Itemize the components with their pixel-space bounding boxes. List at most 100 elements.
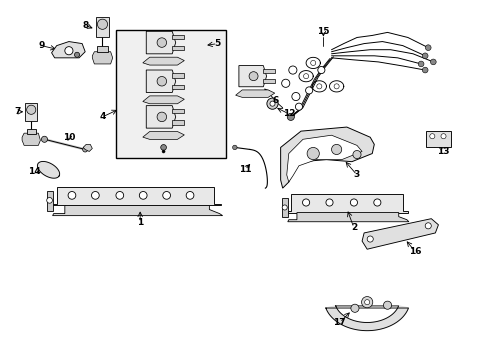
Circle shape <box>288 66 296 74</box>
Circle shape <box>82 147 87 152</box>
Polygon shape <box>172 109 184 113</box>
Circle shape <box>139 192 147 199</box>
Circle shape <box>295 103 302 110</box>
Text: 12: 12 <box>282 109 294 118</box>
Circle shape <box>163 192 170 199</box>
Circle shape <box>366 236 372 242</box>
Circle shape <box>232 145 237 150</box>
Circle shape <box>306 148 319 159</box>
Polygon shape <box>172 35 184 39</box>
Circle shape <box>162 150 165 153</box>
Text: 16: 16 <box>408 247 420 256</box>
Circle shape <box>350 304 358 312</box>
Circle shape <box>361 297 372 308</box>
Circle shape <box>91 192 99 199</box>
Polygon shape <box>146 31 175 54</box>
Polygon shape <box>281 198 287 217</box>
Circle shape <box>47 198 52 203</box>
Polygon shape <box>146 105 175 128</box>
Polygon shape <box>287 194 407 212</box>
Polygon shape <box>53 187 220 206</box>
Circle shape <box>269 101 274 106</box>
Circle shape <box>333 84 339 89</box>
Circle shape <box>364 300 369 305</box>
Circle shape <box>417 61 423 67</box>
Circle shape <box>303 74 308 79</box>
Circle shape <box>425 45 430 50</box>
Polygon shape <box>426 131 450 148</box>
Polygon shape <box>25 103 37 121</box>
Bar <box>116 30 225 158</box>
Circle shape <box>352 150 360 159</box>
Polygon shape <box>172 85 184 89</box>
Polygon shape <box>52 41 85 58</box>
Circle shape <box>157 38 166 47</box>
Polygon shape <box>361 219 438 249</box>
Circle shape <box>116 192 123 199</box>
Circle shape <box>383 301 391 309</box>
Text: 6: 6 <box>272 96 278 105</box>
Circle shape <box>65 47 73 55</box>
Polygon shape <box>53 206 222 216</box>
Polygon shape <box>280 127 373 188</box>
Circle shape <box>41 136 47 142</box>
Circle shape <box>291 93 299 100</box>
Circle shape <box>74 52 80 57</box>
Circle shape <box>440 134 445 139</box>
Circle shape <box>302 199 309 206</box>
Polygon shape <box>263 80 274 84</box>
Polygon shape <box>96 17 108 37</box>
Text: 13: 13 <box>436 147 449 156</box>
Text: 1: 1 <box>137 218 143 227</box>
Polygon shape <box>286 135 361 182</box>
Polygon shape <box>239 66 266 87</box>
Circle shape <box>429 59 435 65</box>
Circle shape <box>248 72 258 81</box>
Polygon shape <box>22 133 41 145</box>
Circle shape <box>68 192 76 199</box>
Text: 4: 4 <box>99 112 105 121</box>
Text: 10: 10 <box>62 133 75 142</box>
Circle shape <box>157 76 166 86</box>
Polygon shape <box>172 46 184 50</box>
Text: 7: 7 <box>15 107 21 116</box>
Polygon shape <box>27 129 36 134</box>
Circle shape <box>310 60 315 66</box>
Circle shape <box>429 134 434 139</box>
Text: 11: 11 <box>238 165 251 174</box>
Polygon shape <box>142 96 184 104</box>
Circle shape <box>305 87 312 94</box>
Text: 17: 17 <box>333 318 346 327</box>
Polygon shape <box>97 46 107 52</box>
Circle shape <box>282 205 286 210</box>
Circle shape <box>161 145 166 150</box>
Circle shape <box>186 192 194 199</box>
Text: 9: 9 <box>38 41 44 50</box>
Text: 3: 3 <box>353 170 359 179</box>
Polygon shape <box>287 212 408 222</box>
Polygon shape <box>83 144 92 152</box>
Text: 2: 2 <box>350 223 356 232</box>
Polygon shape <box>235 90 274 97</box>
Polygon shape <box>172 73 184 78</box>
Circle shape <box>331 144 341 154</box>
Circle shape <box>97 19 107 29</box>
Text: 8: 8 <box>82 21 88 30</box>
Polygon shape <box>263 69 274 73</box>
Circle shape <box>157 112 166 122</box>
Circle shape <box>27 105 36 114</box>
Polygon shape <box>325 306 407 330</box>
Circle shape <box>317 67 324 74</box>
Polygon shape <box>142 57 184 65</box>
Circle shape <box>325 199 332 206</box>
Polygon shape <box>146 70 175 93</box>
Text: 15: 15 <box>317 27 329 36</box>
Circle shape <box>266 98 278 109</box>
Circle shape <box>350 199 357 206</box>
Text: 14: 14 <box>28 167 41 176</box>
Polygon shape <box>38 161 60 178</box>
Circle shape <box>425 223 430 229</box>
Polygon shape <box>142 131 184 139</box>
Circle shape <box>422 67 427 73</box>
Circle shape <box>286 113 294 121</box>
